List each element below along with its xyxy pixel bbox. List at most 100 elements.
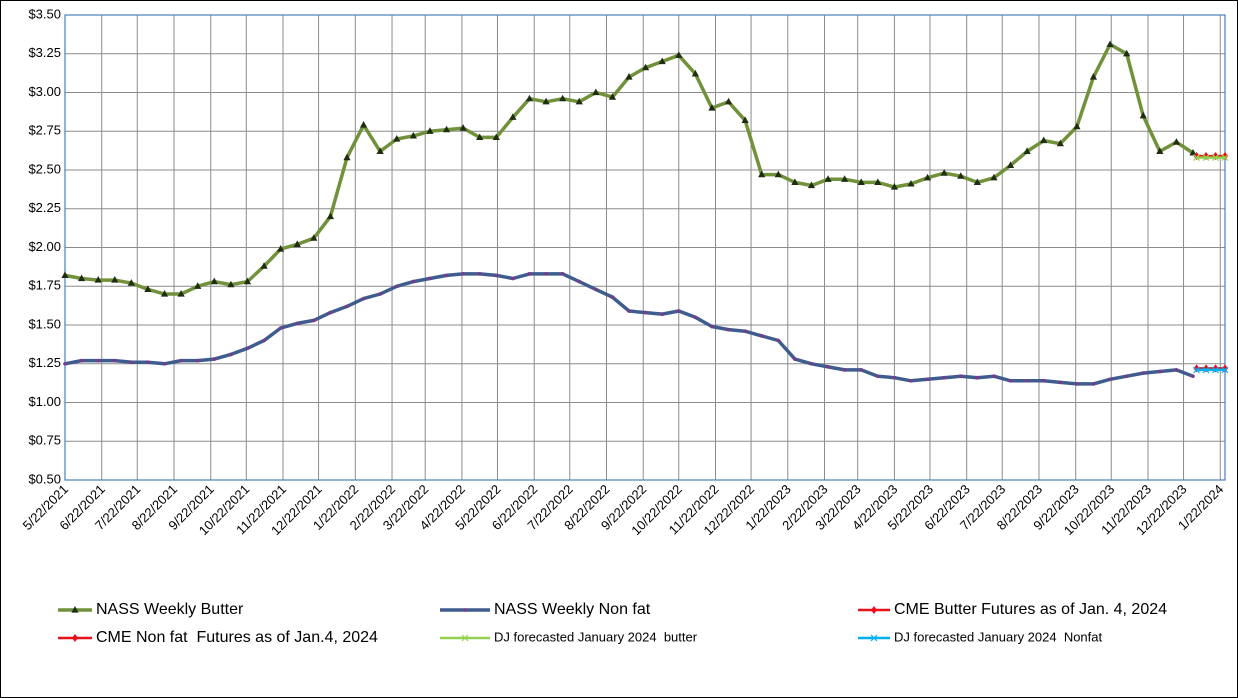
point-marker <box>693 315 698 320</box>
point-marker <box>1156 147 1164 154</box>
point-marker <box>476 133 484 141</box>
point-marker <box>1056 139 1064 147</box>
point-marker <box>1025 379 1029 383</box>
point-marker <box>1006 161 1015 168</box>
point-marker <box>262 338 266 343</box>
point-marker <box>776 338 781 343</box>
point-marker <box>975 375 980 380</box>
point-marker <box>378 292 382 296</box>
point-marker <box>260 262 268 269</box>
point-marker <box>544 272 548 276</box>
point-marker <box>359 121 368 128</box>
point-marker <box>1040 136 1048 144</box>
point-marker <box>227 280 235 288</box>
point-marker <box>1139 111 1147 119</box>
y-tick-label: $0.75 <box>28 433 61 448</box>
point-marker <box>559 94 567 102</box>
point-marker <box>774 170 782 178</box>
point-marker <box>343 153 351 161</box>
point-marker <box>212 357 217 361</box>
point-marker <box>345 304 349 309</box>
point-marker <box>1106 40 1114 48</box>
point-marker <box>841 175 849 182</box>
point-marker <box>859 368 864 372</box>
point-marker <box>1091 382 1096 386</box>
point-marker <box>560 272 565 276</box>
point-marker <box>144 285 152 292</box>
point-marker <box>907 179 915 187</box>
y-tick-label: $3.00 <box>28 84 61 99</box>
point-marker <box>942 375 946 380</box>
point-marker <box>824 175 832 182</box>
point-marker <box>592 88 600 96</box>
point-marker <box>79 358 84 363</box>
point-marker <box>1202 154 1210 162</box>
point-marker <box>1108 377 1112 382</box>
point-marker <box>1158 369 1162 374</box>
point-marker <box>1172 138 1181 145</box>
point-marker <box>1193 154 1200 162</box>
point-marker <box>724 97 733 105</box>
point-marker <box>494 273 499 278</box>
point-marker <box>1124 374 1129 378</box>
point-marker <box>1202 366 1210 374</box>
point-marker <box>312 318 316 323</box>
y-tick-label: $3.50 <box>28 6 61 21</box>
point-marker <box>63 361 67 366</box>
point-marker <box>710 324 714 329</box>
point-marker <box>459 124 467 131</box>
point-marker <box>328 310 333 315</box>
y-tick-label: $1.50 <box>28 316 61 331</box>
point-marker <box>1191 374 1195 378</box>
point-marker <box>245 346 250 351</box>
y-tick-label: $1.75 <box>28 278 61 293</box>
point-marker <box>94 276 102 283</box>
point-marker <box>444 273 449 278</box>
point-marker <box>509 113 517 120</box>
point-marker <box>1058 380 1063 385</box>
point-marker <box>243 277 252 285</box>
y-tick-label: $1.25 <box>28 355 61 370</box>
point-marker <box>442 125 451 133</box>
point-marker <box>542 97 550 105</box>
legend-label: DJ forecasted January 2024 Nonfat <box>894 629 1103 644</box>
point-marker <box>1174 368 1179 372</box>
legend-marker <box>71 606 79 613</box>
point-marker <box>77 274 86 282</box>
point-marker <box>973 178 981 185</box>
point-marker <box>428 276 432 281</box>
y-tick-label: $3.25 <box>28 45 61 60</box>
point-marker <box>310 234 318 241</box>
point-marker <box>426 127 434 134</box>
point-marker <box>1073 122 1081 130</box>
point-marker <box>726 327 731 332</box>
point-marker <box>708 104 716 111</box>
point-marker <box>1221 154 1229 162</box>
y-tick-label: $2.25 <box>28 200 61 215</box>
point-marker <box>958 374 963 378</box>
point-marker <box>809 361 814 366</box>
point-marker <box>177 290 185 297</box>
point-marker <box>376 147 384 154</box>
point-marker <box>1141 371 1146 375</box>
legend-label: CME Butter Futures as of Jan. 4, 2024 <box>894 601 1167 618</box>
point-marker <box>1023 147 1031 154</box>
y-tick-label: $0.50 <box>28 471 61 486</box>
point-marker <box>791 178 799 185</box>
point-marker <box>1221 366 1229 374</box>
point-marker <box>1123 49 1131 57</box>
legend-marker <box>463 608 467 612</box>
point-marker <box>293 240 301 247</box>
point-marker <box>892 375 897 380</box>
point-marker <box>111 276 119 283</box>
point-marker <box>594 287 598 292</box>
point-marker <box>992 374 996 378</box>
point-marker <box>743 329 747 334</box>
point-marker <box>1212 154 1219 162</box>
point-marker <box>1193 366 1200 374</box>
point-marker <box>923 173 932 181</box>
point-marker <box>957 172 965 179</box>
point-marker <box>758 170 766 178</box>
point-marker <box>393 135 401 142</box>
legend-label: DJ forecasted January 2024 butter <box>494 629 698 644</box>
